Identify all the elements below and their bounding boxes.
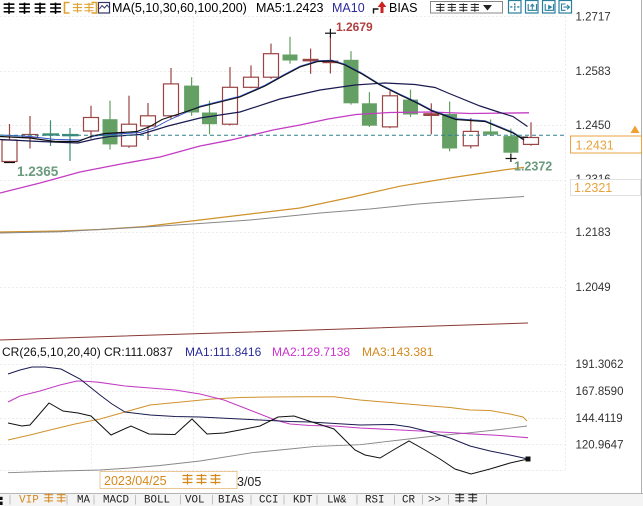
svg-text:VIP: VIP [19, 495, 39, 506]
svg-text:1.2372: 1.2372 [514, 160, 552, 174]
svg-text:120.9647: 120.9647 [576, 440, 624, 452]
svg-text:3/05: 3/05 [237, 475, 261, 489]
svg-text:BIAS: BIAS [218, 495, 244, 506]
svg-text:MACD: MACD [103, 495, 129, 506]
svg-text:MA2:129.7138: MA2:129.7138 [272, 345, 350, 359]
svg-text:CCI: CCI [259, 495, 278, 506]
svg-text:1.2365: 1.2365 [17, 164, 59, 179]
svg-text:CR(26,5,10,20,40): CR(26,5,10,20,40) [2, 345, 101, 359]
svg-text:MA(5,10,30,60,100,200): MA(5,10,30,60,100,200) [112, 1, 247, 15]
svg-text:BIAS: BIAS [389, 1, 418, 15]
svg-text:CR:111.0837: CR:111.0837 [104, 345, 173, 359]
svg-text:1.2679: 1.2679 [336, 20, 373, 34]
svg-text:MA1:111.8416: MA1:111.8416 [185, 345, 262, 359]
svg-text:1.2583: 1.2583 [576, 66, 611, 78]
svg-text:MA: MA [77, 495, 90, 506]
svg-text:1.2450: 1.2450 [576, 120, 611, 132]
svg-text:MA10: MA10 [332, 1, 365, 15]
svg-text:191.3062: 191.3062 [576, 359, 624, 371]
svg-text:>>: >> [428, 495, 441, 506]
svg-text:VOL: VOL [185, 495, 204, 506]
svg-text:2023/04/25: 2023/04/25 [104, 474, 167, 488]
svg-text:1.2183: 1.2183 [576, 227, 611, 239]
svg-text:CR: CR [402, 495, 415, 506]
svg-text:1.2717: 1.2717 [576, 12, 611, 24]
svg-text:1.2049: 1.2049 [576, 282, 611, 294]
svg-text:167.8590: 167.8590 [576, 386, 624, 398]
svg-text:1.2431: 1.2431 [576, 139, 614, 153]
svg-text:KDT: KDT [293, 495, 313, 506]
svg-text:144.4119: 144.4119 [576, 413, 623, 425]
svg-text:LW&: LW& [327, 495, 347, 506]
svg-text:1.2321: 1.2321 [574, 181, 612, 195]
svg-text:MA5:1.2423: MA5:1.2423 [256, 1, 323, 15]
svg-text:RSI: RSI [365, 495, 384, 506]
svg-text:BOLL: BOLL [144, 495, 170, 506]
svg-text:MA3:143.381: MA3:143.381 [362, 345, 434, 359]
